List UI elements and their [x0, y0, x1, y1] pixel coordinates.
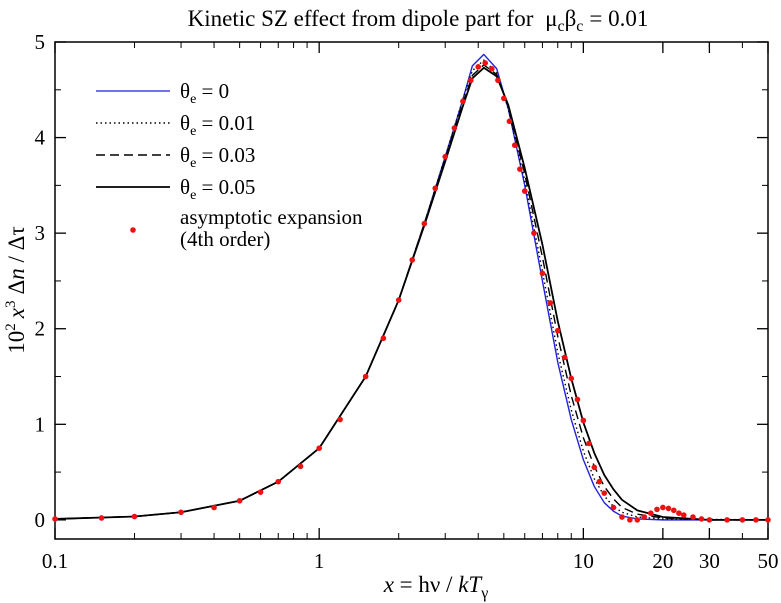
legend-label-theta-005: θe = 0.05	[180, 175, 255, 203]
legend-label-theta-001: θe = 0.01	[180, 111, 255, 139]
asymptotic-point	[739, 517, 746, 523]
asymptotic-point	[660, 504, 666, 511]
x-tick-label: 10	[573, 549, 594, 573]
asymptotic-point	[380, 335, 387, 342]
asymptotic-point	[601, 490, 608, 496]
asymptotic-point	[671, 507, 677, 514]
asymptotic-point	[724, 517, 730, 523]
asymptotic-point	[706, 517, 713, 523]
asymptotic-point	[432, 185, 439, 192]
asymptotic-point	[698, 516, 705, 522]
asymptotic-point	[316, 445, 322, 452]
asymptotic-point	[647, 510, 654, 516]
asymptotic-point	[395, 297, 402, 303]
asymptotic-point	[409, 257, 416, 263]
asymptotic-point	[596, 478, 603, 485]
x-tick-label: 1	[314, 549, 325, 573]
asymptotic-point	[297, 463, 304, 470]
y-tick-label: 4	[35, 126, 46, 150]
asymptotic-point	[460, 98, 466, 105]
legend-label-theta-003: θe = 0.03	[180, 143, 255, 171]
series-layer	[52, 53, 771, 523]
asymptotic-point	[580, 417, 587, 424]
asymptotic-point	[506, 118, 513, 125]
asymptotic-point	[568, 375, 575, 382]
asymptotic-point	[765, 517, 771, 523]
asymptotic-point	[627, 517, 633, 523]
y-axis-label: 102x3Δn / Δτ	[3, 226, 29, 353]
asymptotic-point	[665, 505, 672, 512]
asymptotic-point	[511, 142, 518, 149]
x-tick-label: 20	[652, 549, 673, 573]
asymptotic-point	[451, 125, 458, 131]
asymptotic-point	[680, 512, 687, 518]
asymptotic-point	[211, 504, 217, 511]
asymptotic-point	[753, 517, 759, 523]
asymptotic-point	[468, 77, 474, 84]
y-tick-label: 5	[35, 30, 46, 54]
legend-swatch-asymptotic	[130, 227, 136, 233]
asymptotic-point	[676, 510, 682, 516]
legend-label-asymptotic-line1: asymptotic expansion	[180, 205, 363, 229]
y-tick-label: 3	[35, 221, 46, 245]
asymptotic-point	[52, 516, 58, 522]
asymptotic-point	[488, 65, 495, 72]
asymptotic-point	[442, 153, 449, 160]
asymptotic-point	[517, 166, 523, 172]
chart-title: Kinetic SZ effect from dipole part for μ…	[188, 6, 649, 35]
y-tick-label: 1	[35, 412, 46, 436]
asymptotic-point	[475, 64, 482, 70]
y-tick-label: 2	[35, 317, 46, 341]
asymptotic-point	[275, 478, 282, 485]
legend-label-asymptotic-line2: (4th order)	[180, 227, 270, 251]
asymptotic-point	[495, 77, 501, 84]
asymptotic-point	[634, 517, 641, 523]
asymptotic-point	[521, 188, 528, 194]
x-tick-label: 50	[758, 549, 779, 573]
asymptotic-point	[574, 396, 581, 403]
asymptotic-point	[421, 220, 428, 227]
x-tick-label: 30	[699, 549, 720, 573]
asymptotic-point	[482, 60, 488, 66]
series-line-0	[54, 53, 768, 521]
x-tick-label: 0.1	[42, 549, 68, 573]
asymptotic-point	[131, 513, 138, 520]
asymptotic-point	[586, 440, 592, 447]
asymptotic-point	[547, 300, 554, 306]
asymptotic-point	[257, 489, 264, 495]
asymptotic-point	[236, 497, 243, 504]
asymptotic-point	[501, 95, 507, 102]
legend: θe = 0 θe = 0.01 θe = 0.03 θe = 0.05 asy…	[96, 79, 363, 251]
asymptotic-point	[539, 270, 546, 277]
series-line-1	[54, 59, 769, 521]
y-tick-label: 0	[35, 508, 46, 532]
legend-label-theta-0: θe = 0	[180, 79, 229, 107]
asymptotic-point	[610, 504, 617, 511]
asymptotic-point	[98, 515, 105, 521]
asymptotic-point	[554, 327, 561, 334]
asymptotic-point	[178, 509, 184, 516]
asymptotic-point	[561, 354, 568, 361]
asymptotic-point	[337, 416, 343, 423]
asymptotic-point	[641, 514, 648, 520]
series-line-2	[54, 64, 768, 521]
asymptotic-point	[690, 514, 696, 520]
asymptotic-point	[654, 506, 660, 513]
axes-layer: 0.1 1 10 20 30 50 0 1 2 3 4 5	[35, 30, 779, 573]
asymptotic-point	[362, 373, 369, 380]
plot-frame	[54, 41, 769, 540]
asymptotic-point	[619, 514, 625, 520]
asymptotic-point	[591, 464, 598, 471]
x-axis-label: x = hν / kTγ	[383, 572, 489, 602]
asymptotic-point	[531, 230, 537, 236]
series-line-3	[54, 66, 768, 521]
